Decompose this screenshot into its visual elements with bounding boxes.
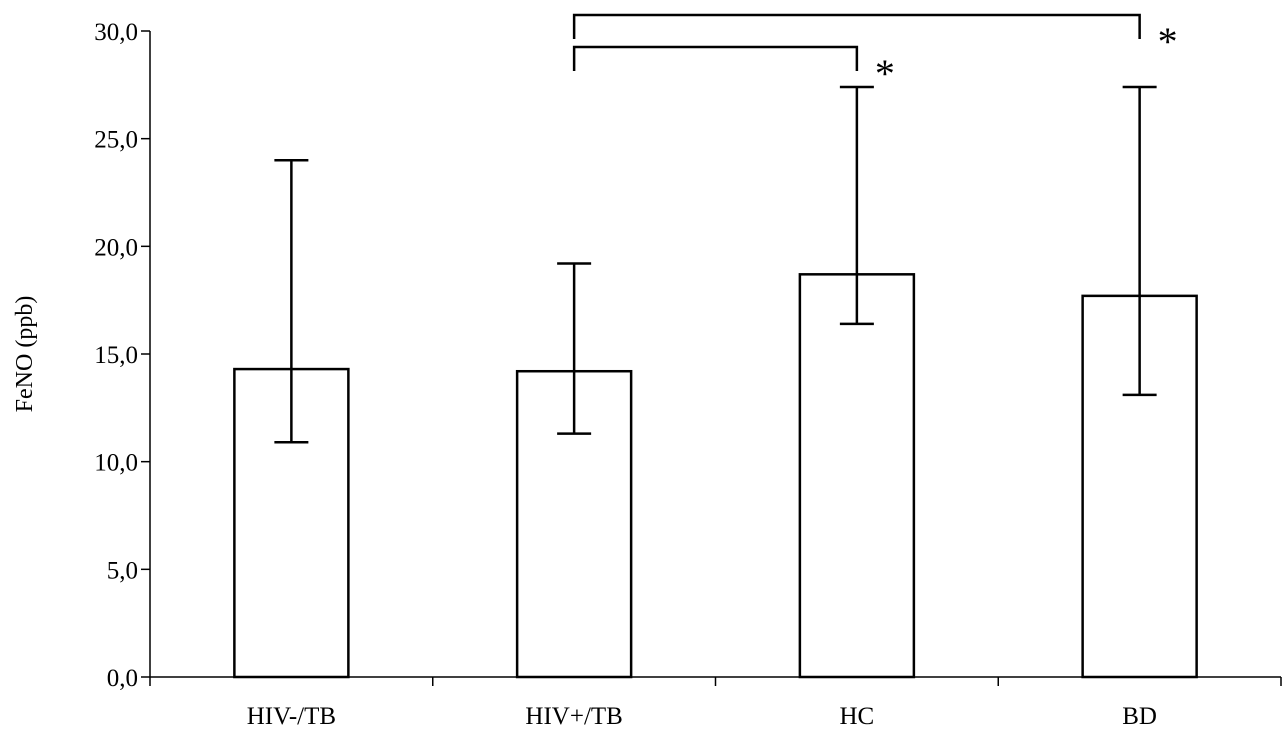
y-tick-label: 20,0 (94, 234, 138, 261)
error-bars (274, 85, 1157, 444)
x-category-label: HC (840, 703, 875, 730)
y-ticks: 0,0 5,0 10,0 15,0 20,0 25,0 30,0 (94, 19, 150, 692)
bars (233, 273, 1198, 679)
y-tick-label: 10,0 (94, 450, 138, 477)
significance-star: * (875, 51, 895, 96)
x-category-label: BD (1122, 703, 1157, 730)
significance-brackets: ** (572, 13, 1178, 96)
significance-bracket (572, 45, 859, 71)
y-axis-label: FeNO (ppb) (12, 296, 38, 413)
bar (798, 273, 916, 679)
x-category-label: HIV+/TB (525, 703, 622, 730)
x-category-label: HIV-/TB (247, 703, 336, 730)
y-tick-label: 30,0 (94, 19, 138, 46)
y-tick-label: 25,0 (94, 127, 138, 154)
category-labels: HIV-/TB HIV+/TB HC BD (247, 703, 1157, 730)
x-ticks (149, 677, 1282, 686)
y-tick-label: 15,0 (94, 342, 138, 369)
significance-star: * (1158, 19, 1178, 64)
y-tick-label: 5,0 (107, 557, 138, 584)
significance-bracket (572, 13, 1141, 39)
y-tick-label: 0,0 (107, 665, 138, 692)
